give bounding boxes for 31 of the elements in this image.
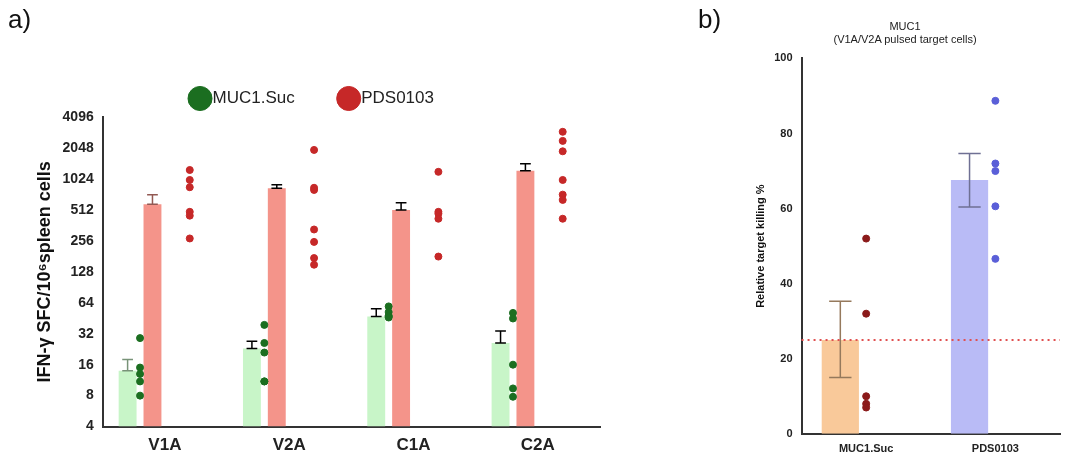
y-tick-label: 80: [780, 126, 793, 139]
y-tick-label: 16: [78, 355, 94, 372]
y-tick-label: 128: [70, 262, 94, 279]
y-tick-label: 0: [786, 426, 793, 439]
text: b): [698, 4, 722, 35]
x-tick-label: V1A: [148, 435, 182, 455]
y-tick-label: 60: [780, 201, 793, 214]
text: a): [8, 4, 32, 35]
y-tick-label: 8: [85, 386, 94, 403]
y-tick-label: 2048: [62, 138, 94, 155]
legend-label: MUC1.Suc: [212, 88, 296, 108]
y-axis-title: IFN-γ SFC/10⁶spleen cells: [33, 161, 54, 383]
y-tick-label: 512: [70, 200, 94, 217]
y-axis-title: Relative target killing %: [753, 184, 766, 308]
y-tick-label: 1024: [62, 169, 94, 186]
y-tick-label: 256: [70, 231, 94, 248]
x-tick-label: MUC1.Suc: [838, 442, 894, 455]
y-tick-label: 40: [780, 276, 793, 289]
x-tick-label: C2A: [520, 435, 555, 455]
y-tick-label: 20: [780, 351, 793, 364]
x-tick-label: PDS0103: [971, 442, 1019, 455]
y-tick-label: 4: [85, 417, 94, 434]
chart-title: MUC1: [889, 19, 921, 32]
x-tick-label: V2A: [272, 435, 306, 455]
y-tick-label: 32: [78, 324, 94, 341]
chart-subtitle: (V1A/V2A pulsed target cells): [833, 32, 977, 45]
y-tick-label: 64: [78, 293, 94, 310]
x-tick-label: C1A: [396, 435, 431, 455]
y-tick-label: 4096: [62, 107, 94, 124]
y-tick-label: 100: [774, 51, 793, 64]
legend-label: PDS0103: [361, 88, 434, 108]
